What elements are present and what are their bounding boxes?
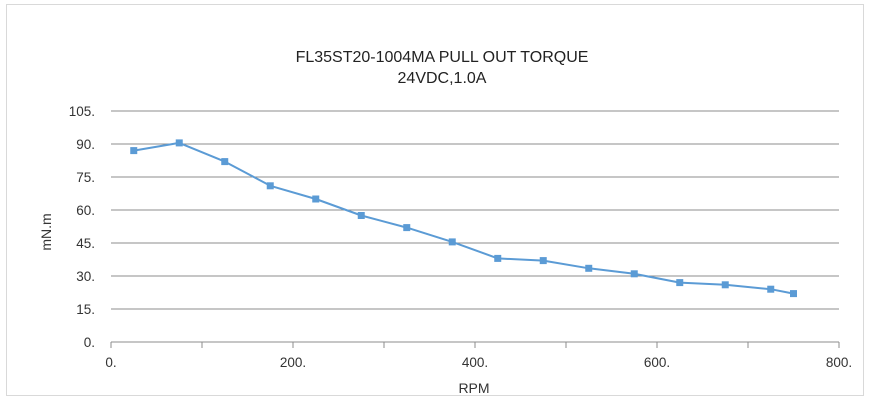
x-tick-label: 400. — [462, 355, 488, 370]
data-point — [721, 281, 729, 289]
data-point — [175, 139, 183, 147]
x-tick-label: 800. — [826, 355, 852, 370]
y-tick-label: 75. — [76, 170, 95, 185]
y-tick-label: 105. — [69, 104, 95, 119]
x-tick-labels: 0. 200. 400. 600. 800. — [105, 355, 852, 370]
series-layer — [130, 139, 797, 298]
data-point — [585, 264, 593, 272]
data-point — [130, 147, 138, 155]
data-point — [312, 195, 320, 203]
data-point — [448, 238, 456, 246]
x-tick-label: 600. — [644, 355, 670, 370]
data-point — [494, 254, 502, 262]
gridlines — [111, 110, 839, 310]
y-tick-label: 0. — [84, 335, 95, 350]
x-tick-label: 200. — [280, 355, 306, 370]
data-point — [266, 182, 274, 190]
chart-frame — [6, 4, 864, 396]
axes — [110, 341, 840, 348]
data-point — [357, 212, 365, 219]
x-axis-label: RPM — [458, 380, 489, 396]
y-tick-label: 30. — [76, 269, 95, 284]
series-line — [133, 141, 794, 295]
data-point — [790, 290, 797, 298]
data-point — [767, 285, 775, 293]
data-point — [539, 257, 547, 265]
y-tick-label: 60. — [76, 203, 95, 218]
y-tick-labels: 0. 15. 30. 45. 60. 75. 90. 105. — [69, 104, 95, 350]
chart-title: FL35ST20-1004MA PULL OUT TORQUE — [296, 49, 589, 66]
data-point — [221, 158, 229, 166]
data-point — [403, 224, 411, 232]
chart-subtitle: 24VDC,1.0A — [398, 70, 487, 87]
y-tick-label: 90. — [76, 137, 95, 152]
x-tick-label: 0. — [105, 355, 116, 370]
y-axis-label: mN.m — [38, 213, 54, 250]
y-tick-label: 15. — [76, 302, 95, 317]
y-tick-label: 45. — [76, 236, 95, 251]
data-point — [676, 279, 684, 287]
data-point — [630, 270, 638, 278]
